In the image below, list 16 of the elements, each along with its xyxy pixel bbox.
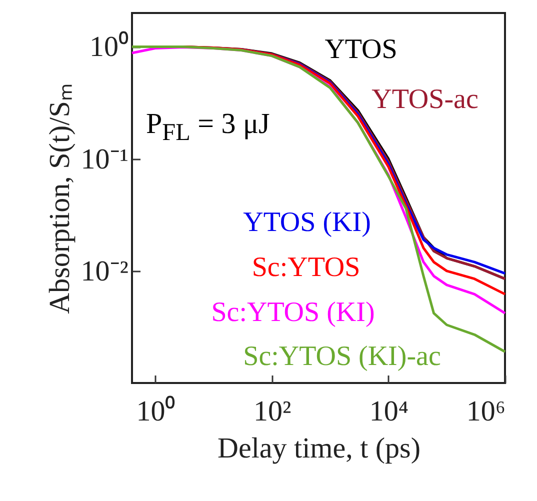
- y-tick-label: 10⁻²: [80, 255, 129, 288]
- text: Sc:YTOS (KI): [211, 297, 375, 328]
- series-label: YTOS (KI): [243, 207, 371, 238]
- y-axis-title: Absorption, S(t)/Sₘ: [44, 83, 76, 314]
- x-tick-label: 10⁰: [136, 396, 176, 428]
- series-label: Sc:YTOS (KI)-ac: [243, 341, 441, 372]
- y-tick-label: 10⁰: [90, 31, 128, 64]
- text: Sc:YTOS: [252, 252, 360, 283]
- x-tick-label: 10⁶: [466, 396, 506, 428]
- x-axis-title: Delay time, t (ps): [218, 432, 420, 464]
- series-label: YTOS-ac: [372, 84, 478, 115]
- x-tick-label: 10⁴: [369, 396, 408, 428]
- annotation: P$_{FL}$ = 3 μJ: [146, 108, 270, 147]
- series-label: YTOS: [324, 34, 398, 65]
- x-tick-label: 10²: [253, 396, 292, 428]
- y-tick-label: 10⁻¹: [80, 143, 128, 176]
